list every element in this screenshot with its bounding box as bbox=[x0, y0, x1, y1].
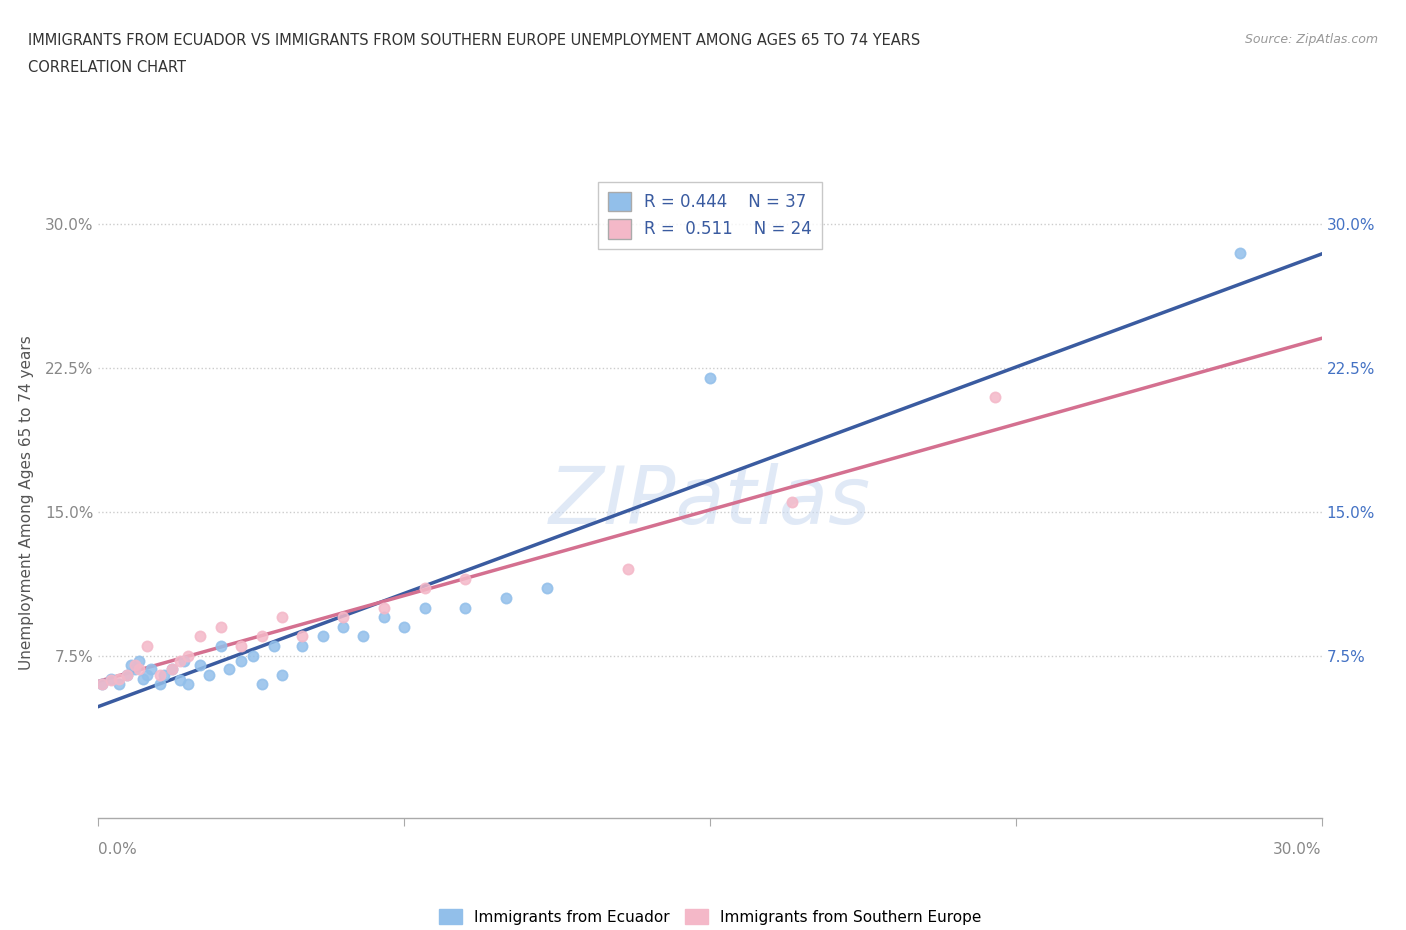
Point bbox=[617, 562, 640, 577]
Point bbox=[209, 639, 232, 654]
Point bbox=[108, 671, 131, 686]
Point bbox=[160, 661, 183, 676]
Y-axis label: Unemployment Among Ages 65 to 74 years: Unemployment Among Ages 65 to 74 years bbox=[18, 335, 34, 670]
Point bbox=[100, 671, 122, 686]
Point bbox=[188, 629, 212, 644]
Point bbox=[188, 658, 212, 672]
Point bbox=[413, 581, 436, 596]
Point bbox=[270, 667, 294, 682]
Point bbox=[250, 677, 273, 692]
Point bbox=[136, 639, 159, 654]
Point bbox=[231, 654, 253, 669]
Point bbox=[495, 591, 517, 605]
Text: Source: ZipAtlas.com: Source: ZipAtlas.com bbox=[1244, 33, 1378, 46]
Point bbox=[291, 629, 314, 644]
Point bbox=[1229, 246, 1251, 260]
Point bbox=[250, 629, 273, 644]
Point bbox=[291, 639, 314, 654]
Point bbox=[100, 673, 122, 688]
Point bbox=[352, 629, 374, 644]
Text: 30.0%: 30.0% bbox=[1274, 842, 1322, 857]
Point bbox=[332, 610, 354, 625]
Point bbox=[392, 619, 416, 634]
Point bbox=[270, 610, 294, 625]
Point bbox=[177, 677, 200, 692]
Point bbox=[536, 581, 558, 596]
Point bbox=[124, 661, 146, 676]
Point bbox=[173, 654, 195, 669]
Legend: R = 0.444    N = 37, R =  0.511    N = 24: R = 0.444 N = 37, R = 0.511 N = 24 bbox=[598, 181, 823, 248]
Point bbox=[454, 600, 477, 615]
Point bbox=[160, 661, 183, 676]
Point bbox=[152, 667, 174, 682]
Point bbox=[141, 661, 163, 676]
Point bbox=[149, 677, 172, 692]
Point bbox=[120, 658, 142, 672]
Point bbox=[454, 571, 477, 586]
Point bbox=[124, 658, 146, 672]
Point bbox=[312, 629, 335, 644]
Point bbox=[177, 648, 200, 663]
Point bbox=[197, 667, 219, 682]
Point bbox=[413, 600, 436, 615]
Point bbox=[373, 600, 395, 615]
Point bbox=[263, 639, 285, 654]
Text: IMMIGRANTS FROM ECUADOR VS IMMIGRANTS FROM SOUTHERN EUROPE UNEMPLOYMENT AMONG AG: IMMIGRANTS FROM ECUADOR VS IMMIGRANTS FR… bbox=[28, 33, 921, 47]
Point bbox=[115, 667, 138, 682]
Text: CORRELATION CHART: CORRELATION CHART bbox=[28, 60, 186, 75]
Point bbox=[699, 370, 721, 385]
Point bbox=[984, 390, 1007, 405]
Text: ZIPatlas: ZIPatlas bbox=[548, 463, 872, 541]
Point bbox=[373, 610, 395, 625]
Point bbox=[149, 667, 172, 682]
Point bbox=[169, 673, 191, 688]
Point bbox=[108, 677, 131, 692]
Point bbox=[115, 667, 138, 682]
Point bbox=[231, 639, 253, 654]
Point bbox=[128, 654, 150, 669]
Point bbox=[91, 677, 114, 692]
Point bbox=[218, 661, 240, 676]
Point bbox=[136, 667, 159, 682]
Point bbox=[132, 671, 155, 686]
Text: 0.0%: 0.0% bbox=[98, 842, 138, 857]
Point bbox=[128, 661, 150, 676]
Point bbox=[169, 654, 191, 669]
Point bbox=[780, 495, 803, 510]
Point bbox=[91, 677, 114, 692]
Point bbox=[242, 648, 264, 663]
Point bbox=[209, 619, 232, 634]
Point bbox=[332, 619, 354, 634]
